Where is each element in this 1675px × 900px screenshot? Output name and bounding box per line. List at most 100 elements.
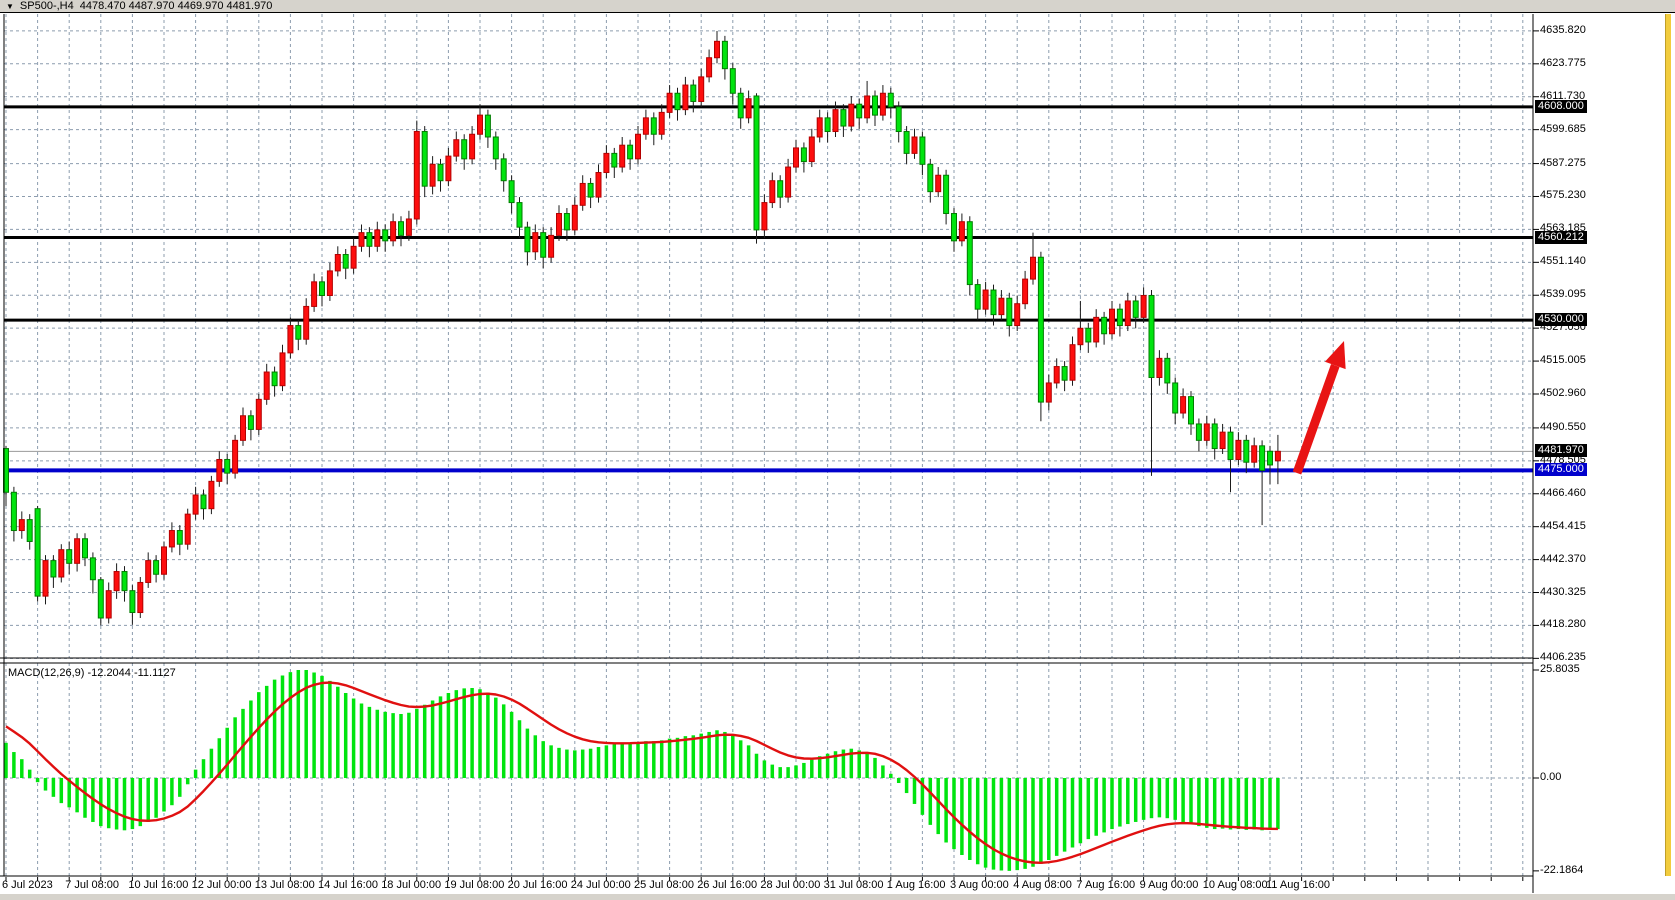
candle-body: [1045, 382, 1052, 403]
candle-body: [1132, 300, 1139, 318]
candle-body: [571, 204, 578, 231]
macd-indicator-label: MACD(12,26,9) -12.2044 -11.1127: [8, 667, 176, 679]
macd-signal-line: [5, 681, 1278, 864]
candle-body: [358, 232, 365, 247]
candle-body: [1030, 256, 1036, 280]
candle-body: [42, 560, 49, 597]
candle-body: [1053, 366, 1060, 384]
candle-body: [642, 117, 649, 135]
time-axis-label: 13 Jul 08:00: [254, 879, 315, 891]
trend-arrow-shaft[interactable]: [1292, 363, 1340, 475]
candle-body: [650, 117, 657, 135]
candle-body: [1211, 423, 1218, 450]
candle-body: [848, 103, 855, 127]
candle-body: [785, 166, 792, 198]
candle-body: [579, 182, 586, 206]
price-axis-label: 4611.730: [1540, 89, 1586, 102]
candle-body: [1101, 316, 1108, 335]
price-axis-label: 4539.095: [1540, 288, 1586, 301]
level-price-label[interactable]: 4475.000: [1535, 463, 1587, 477]
candle-body: [508, 180, 515, 204]
candle-body: [224, 458, 231, 474]
candle-body: [800, 147, 807, 163]
candle-body: [1124, 300, 1131, 327]
candle-body: [287, 325, 294, 354]
candle-body: [816, 117, 823, 138]
level-price-label[interactable]: 4608.000: [1535, 99, 1587, 113]
candle-body: [540, 232, 547, 258]
window-footer: [0, 894, 1675, 900]
candle-body: [635, 133, 641, 160]
candle-body: [247, 415, 254, 430]
time-axis-label: 7 Aug 16:00: [1076, 879, 1136, 891]
candle-body: [1259, 445, 1266, 471]
candle-body: [808, 136, 815, 163]
candle-body: [161, 546, 167, 575]
candle-body: [1172, 382, 1179, 414]
candle-body: [208, 480, 215, 510]
candle-body: [1156, 357, 1163, 378]
ohlc-readout: 4478.470 4487.970 4469.970 4481.970: [79, 0, 273, 12]
candle-body: [1203, 423, 1210, 441]
candle-body: [192, 494, 199, 515]
candle-body: [1093, 316, 1100, 343]
candle-body: [271, 371, 278, 387]
price-axis-label: 4635.820: [1540, 23, 1586, 36]
time-axis-label: 26 Jul 16:00: [697, 879, 758, 891]
candle-body: [769, 180, 776, 204]
candle-body: [168, 530, 175, 548]
candle-body: [105, 590, 112, 619]
time-axis-label: 24 Jul 00:00: [570, 879, 631, 891]
candle-body: [1148, 294, 1155, 378]
candle-body: [342, 254, 349, 269]
time-axis-label: 7 Jul 08:00: [65, 879, 120, 891]
candle-body: [82, 538, 88, 559]
time-axis-label: 31 Jul 08:00: [823, 879, 884, 891]
candle-body: [326, 270, 333, 296]
candle-body: [232, 439, 239, 474]
candle-body: [1235, 439, 1242, 460]
candle-body: [737, 92, 744, 119]
candle-body: [26, 519, 33, 542]
candle-body: [429, 163, 436, 187]
price-axis-label: 4599.685: [1540, 122, 1586, 135]
trend-arrow-head[interactable]: [1324, 341, 1346, 370]
candle-body: [556, 213, 562, 236]
candle-body: [1274, 450, 1281, 462]
candle-body: [477, 114, 483, 135]
candle-body: [887, 92, 894, 108]
level-price-label[interactable]: 4560.212: [1535, 230, 1587, 244]
candle-body: [879, 92, 886, 116]
candle-body: [698, 76, 705, 102]
candle-body: [927, 163, 934, 193]
candle-body: [437, 163, 444, 182]
candle-body: [721, 40, 728, 70]
candle-body: [548, 234, 555, 258]
candle-body: [176, 530, 183, 545]
candle-body: [350, 245, 357, 269]
candle-body: [445, 155, 452, 182]
candle-body: [793, 147, 799, 168]
time-axis-label: 9 Aug 00:00: [1139, 879, 1199, 891]
level-price-label[interactable]: 4530.000: [1535, 313, 1587, 327]
candle-body: [1195, 423, 1202, 441]
candle-body: [1061, 366, 1068, 381]
candle-body: [943, 174, 950, 215]
symbol-dropdown-icon[interactable]: ▼: [6, 1, 14, 11]
candle-body: [706, 57, 713, 78]
price-axis-label: 4406.235: [1540, 651, 1586, 664]
candle-body: [405, 218, 412, 236]
time-axis-label: 19 Jul 08:00: [444, 879, 505, 891]
price-axis-label: 4442.370: [1540, 552, 1586, 565]
time-axis-label: 10 Aug 08:00: [1202, 879, 1268, 891]
price-axis-label: 4454.415: [1540, 519, 1586, 532]
price-axis-label: 4551.140: [1540, 255, 1586, 268]
time-axis-label: 25 Jul 08:00: [634, 879, 694, 891]
candle-body: [1014, 303, 1021, 327]
chart-title-bar: ▼ SP500-,H4 4478.470 4487.970 4469.970 4…: [0, 0, 1675, 13]
candle-body: [753, 95, 760, 231]
candle-body: [951, 213, 957, 242]
candle-body: [1022, 278, 1029, 305]
candle-body: [50, 560, 57, 578]
